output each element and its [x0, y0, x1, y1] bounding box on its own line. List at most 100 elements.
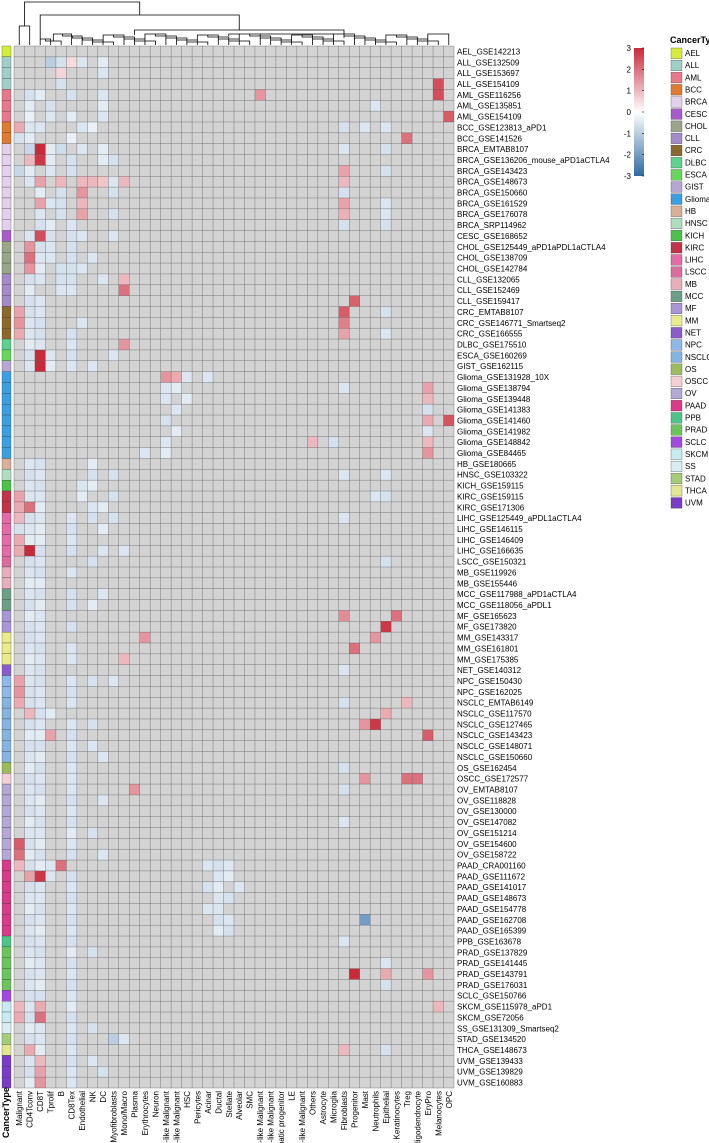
annotation-cell — [1, 686, 12, 698]
row-label: BRCA_GSE143423 — [457, 167, 528, 176]
heatmap-cell — [34, 523, 46, 535]
heatmap-cell — [108, 349, 119, 361]
color-scale-tick-label: -2 — [624, 151, 632, 160]
heatmap-cell — [139, 632, 151, 643]
heatmap-cell — [34, 339, 46, 350]
column-label: Stellate — [225, 1090, 234, 1117]
legend-swatch — [670, 388, 683, 400]
column-label: Endothelial — [78, 1091, 87, 1131]
column-label: Malignant — [15, 1090, 24, 1125]
annotation-cell — [1, 186, 12, 199]
heatmap-cell — [34, 349, 46, 361]
heatmap-cell — [34, 892, 46, 904]
column-label: Oligodendrocyte — [413, 1090, 422, 1143]
heatmap-cell — [66, 1033, 77, 1045]
legend-swatch — [670, 108, 683, 120]
heatmap-cell — [14, 132, 25, 144]
row-label: NSCLC_GSE127465 — [457, 720, 533, 729]
heatmap-cell — [380, 219, 392, 231]
column-label: OPC — [445, 1091, 454, 1109]
legend-label: CLL — [685, 134, 700, 143]
column-label: NPC-like Malignant — [267, 1090, 276, 1143]
heatmap-cell — [76, 230, 88, 242]
column-label: Melanocytes — [434, 1091, 443, 1136]
legend-label: KIRC — [685, 243, 704, 252]
heatmap-cell — [307, 436, 318, 448]
heatmap-cell — [129, 784, 140, 795]
heatmap-cell — [24, 306, 35, 318]
heatmap-cell — [45, 230, 56, 242]
column-label: MES-like Malignant — [256, 1090, 265, 1143]
heatmap-cell — [160, 415, 172, 426]
annotation-cell — [1, 262, 12, 275]
heatmap-cell — [34, 718, 46, 730]
annotation-cell — [1, 968, 12, 980]
heatmap-cell — [34, 263, 46, 274]
heatmap-cell — [34, 1022, 46, 1034]
heatmap-cell — [76, 56, 88, 68]
heatmap-cell — [338, 664, 350, 676]
heatmap-cell — [338, 208, 350, 220]
heatmap-cell — [24, 990, 35, 1002]
annotation-cell — [1, 338, 12, 351]
heatmap-cell — [338, 197, 350, 209]
heatmap-cell — [338, 317, 350, 329]
row-label: ALL_GSE132509 — [457, 58, 520, 67]
heatmap-cell — [359, 914, 371, 926]
heatmap-cell — [66, 881, 77, 893]
legend-label: ALL — [685, 61, 700, 70]
heatmap-cell — [34, 870, 46, 882]
heatmap-cell — [24, 458, 35, 470]
heatmap-cell — [97, 794, 109, 806]
legend-swatch — [670, 424, 683, 436]
heatmap-cell — [45, 154, 56, 166]
heatmap-cell — [24, 176, 35, 188]
column-label: Acinar — [204, 1091, 213, 1114]
legend-swatch — [670, 47, 683, 59]
heatmap-cell — [24, 632, 35, 643]
row-label: OV_GSE158722 — [457, 851, 517, 860]
heatmap-cell — [370, 100, 381, 112]
heatmap-cell — [24, 469, 35, 481]
heatmap-cell — [24, 838, 35, 850]
annotation-cell — [1, 273, 12, 285]
row-label: Glioma_GSE141982 — [457, 427, 531, 436]
heatmap-cell — [34, 534, 46, 546]
heatmap-cell — [45, 143, 56, 155]
annotation-cell — [1, 762, 12, 774]
heatmap-cell — [45, 56, 56, 68]
legend-label: STAD — [685, 474, 706, 483]
heatmap-cell — [45, 349, 56, 361]
heatmap-cell — [14, 317, 25, 329]
annotation-cell — [1, 990, 12, 1002]
heatmap-cell — [34, 317, 46, 329]
heatmap-cell — [24, 556, 35, 567]
heatmap-cell — [24, 100, 35, 112]
heatmap-cell — [24, 610, 35, 622]
heatmap-cell — [34, 1012, 46, 1023]
heatmap-cell — [433, 89, 444, 101]
column-label: Erythrocytes — [141, 1091, 150, 1135]
heatmap-cell — [87, 512, 98, 524]
heatmap-cell — [118, 1033, 130, 1045]
heatmap-cell — [223, 914, 234, 926]
heatmap-cell — [66, 849, 77, 861]
heatmap-cell — [34, 773, 46, 785]
heatmap-cell — [24, 567, 35, 578]
heatmap-cell — [34, 567, 46, 578]
heatmap-cell — [97, 545, 109, 557]
heatmap-cell — [45, 252, 56, 264]
heatmap-cell — [213, 903, 224, 915]
row-label: Glioma_GSE148842 — [457, 438, 531, 447]
heatmap-cell — [223, 870, 234, 882]
heatmap-cell — [34, 946, 46, 958]
legend-label: BCC — [685, 85, 702, 94]
cancer-type-legend: CancerType AEL ALL AML BCC BRCA CESC CHOL CLL CR… — [670, 35, 709, 509]
heatmap-cell — [76, 263, 88, 274]
row-label: BRCA_GSE136206_mouse_aPD1aCTLA4 — [457, 156, 610, 165]
annotation-cell — [1, 621, 12, 633]
heatmap-cell — [171, 371, 182, 383]
heatmap-cell — [223, 892, 234, 904]
heatmap-cell — [55, 208, 67, 220]
